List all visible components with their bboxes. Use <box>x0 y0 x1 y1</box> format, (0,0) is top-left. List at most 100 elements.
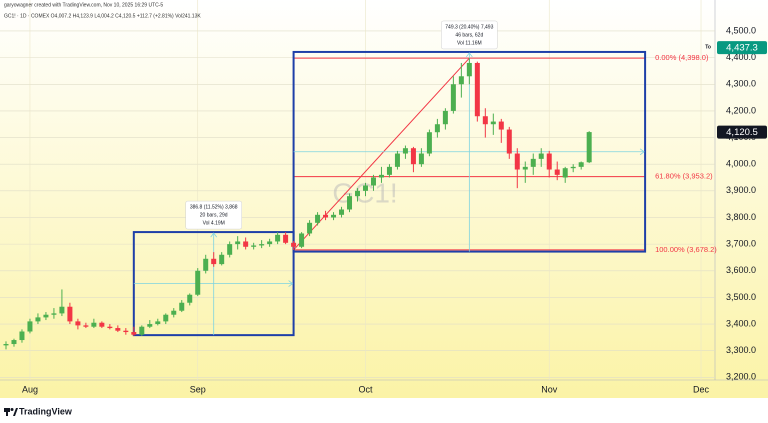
candle-body <box>386 166 392 175</box>
candle-body <box>219 254 225 265</box>
y-tick-label: 4,400.0 <box>726 52 756 62</box>
y-tick-label: 3,500.0 <box>726 292 756 302</box>
candle-body <box>490 121 496 125</box>
candle-body <box>418 153 424 165</box>
candle-body <box>211 258 217 265</box>
range-label-box <box>185 200 242 230</box>
range-label: Vol 4.19M <box>203 220 225 226</box>
price-tag-label: 4,120.5 <box>726 127 758 138</box>
range-label: 20 bars, 29d <box>200 212 228 218</box>
range-label: 46 bars, 62d <box>455 32 483 38</box>
candle-body <box>283 234 289 243</box>
candle-body <box>3 344 9 346</box>
candle-body <box>394 153 400 167</box>
y-tick-label: 4,200.0 <box>726 105 756 115</box>
candle-body <box>51 313 57 315</box>
candle-body <box>203 258 209 271</box>
candle-body <box>315 214 321 223</box>
candle-body <box>139 326 145 335</box>
candle-body <box>83 325 89 327</box>
y-tick-label: 4,300.0 <box>726 79 756 89</box>
candle-body <box>378 174 384 178</box>
candle-body <box>11 340 17 345</box>
range-label-box <box>441 20 498 50</box>
candle-body <box>578 162 584 167</box>
candle-body <box>291 242 297 247</box>
candle-body <box>442 110 448 125</box>
range-arrow-head <box>288 280 294 287</box>
range-label: 386.8 (11.52%) 3,868 <box>190 204 238 210</box>
x-tick-label: Aug <box>22 384 38 394</box>
candle-body <box>123 330 129 333</box>
candle-body <box>259 244 265 246</box>
candle-body <box>67 306 73 322</box>
fib-label: 100.00% (3,678.2) <box>655 245 717 254</box>
candle-body <box>370 177 376 186</box>
candle-body <box>323 214 329 218</box>
price-tag <box>717 125 767 139</box>
candle-body <box>586 132 592 163</box>
candle-body <box>522 166 528 170</box>
candle-body <box>450 84 456 111</box>
candle-body <box>227 244 233 255</box>
candle-body <box>179 302 185 311</box>
x-tick-label: Nov <box>541 384 558 394</box>
range-arrow-head <box>210 232 218 238</box>
candle-body <box>187 294 193 303</box>
candle-body <box>498 121 504 130</box>
candle-body <box>147 324 153 327</box>
candle-body <box>275 234 281 242</box>
fib-label: 61.80% (3,953.2) <box>655 172 713 181</box>
x-tick-label: Dec <box>693 384 710 394</box>
candle-body <box>339 209 345 215</box>
y-tick-label: 4,000.0 <box>726 159 756 169</box>
candle-body <box>91 322 97 327</box>
candle-body <box>546 153 552 170</box>
y-tick-label: 3,900.0 <box>726 185 756 195</box>
candle-body <box>482 116 488 125</box>
candle-body <box>107 326 113 329</box>
candle-body <box>99 322 105 327</box>
candle-body <box>307 222 313 234</box>
trend-line <box>293 57 470 251</box>
y-tick-label: 3,300.0 <box>726 345 756 355</box>
candle-body <box>59 306 65 314</box>
logo <box>4 408 18 416</box>
candle-body <box>410 148 416 165</box>
to-label: To <box>705 44 711 50</box>
y-tick-label: 3,400.0 <box>726 318 756 328</box>
candle-body <box>355 190 360 197</box>
range-arrow-head <box>639 148 645 156</box>
candle-body <box>474 62 480 117</box>
candle-body <box>426 132 432 154</box>
y-tick-label: 3,600.0 <box>726 265 756 275</box>
candle-body <box>458 76 464 85</box>
price-tag <box>717 41 767 55</box>
candle-body <box>347 196 353 210</box>
candle-body <box>243 241 249 247</box>
candle-body <box>267 241 273 245</box>
candle-body <box>466 62 472 77</box>
candle-body <box>538 153 544 159</box>
candle-body <box>506 129 512 154</box>
candle-body <box>131 332 137 335</box>
candle-body <box>299 233 305 247</box>
x-tick-label: Sep <box>190 384 206 394</box>
fib-label: 0.00% (4,398.0) <box>655 53 709 62</box>
candle-body <box>434 124 440 133</box>
candle-body <box>514 153 520 170</box>
y-tick-label: 3,200.0 <box>726 372 756 382</box>
candle-body <box>19 331 25 341</box>
candle-body <box>235 241 241 245</box>
range-label: 749.3 (20.40%) 7,493 <box>445 24 493 30</box>
candle-body <box>195 270 201 295</box>
candle-body <box>155 321 161 325</box>
candle-body <box>362 185 368 191</box>
range-arrow-head <box>466 52 473 58</box>
y-tick-label: 3,800.0 <box>726 212 756 222</box>
logo-text: TradingView <box>19 406 73 416</box>
candle-body <box>331 214 337 218</box>
candle-body <box>562 168 568 178</box>
candle-body <box>402 148 408 154</box>
